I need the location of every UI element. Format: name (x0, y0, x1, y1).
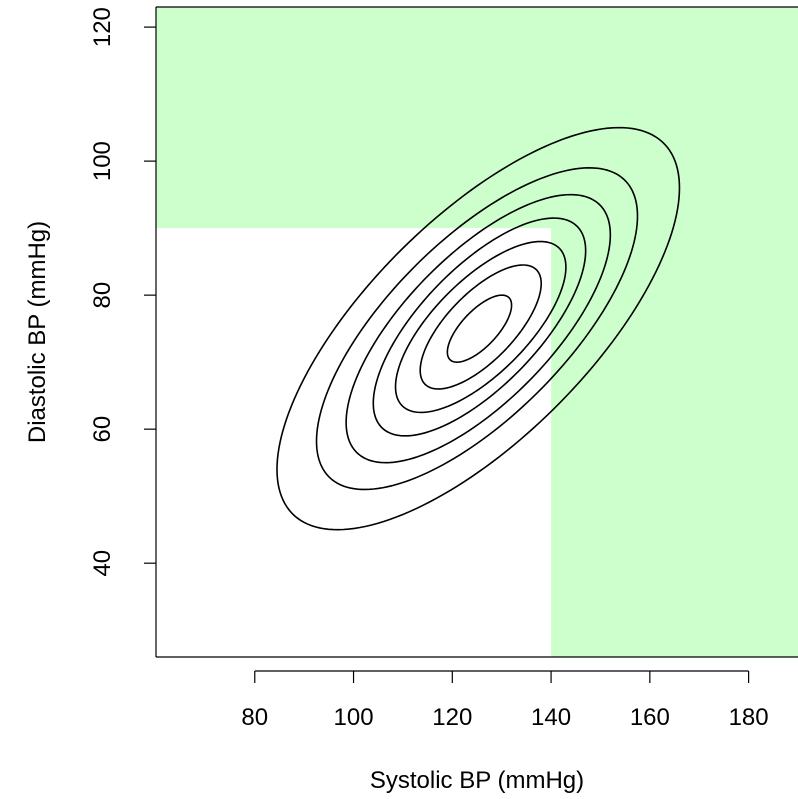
y-tick-label-40: 40 (89, 550, 116, 577)
x-tick-label-160: 160 (630, 704, 670, 731)
axes-layer: 80 100 120 140 160 180 40 60 80 100 120 (89, 6, 798, 731)
contour-line-4 (372, 217, 587, 437)
contour-line-1 (276, 126, 681, 531)
contour-line-3 (345, 193, 612, 464)
hypertension-region (156, 7, 798, 657)
x-tick-label-120: 120 (432, 704, 472, 731)
contour-line-6 (419, 264, 542, 390)
y-axis-title: Diastolic BP (mmHg) (24, 221, 51, 443)
contour-line-2 (315, 167, 639, 491)
shaded-region-layer (156, 7, 798, 657)
x-tick-label-180: 180 (729, 704, 769, 731)
contour-line-7 (446, 294, 513, 363)
x-tick-label-80: 80 (241, 704, 268, 731)
y-tick-label-80: 80 (89, 282, 116, 309)
x-tick-label-140: 140 (531, 704, 571, 731)
y-tick-label-120: 120 (89, 7, 116, 47)
contour-layer (276, 126, 681, 531)
y-tick-label-100: 100 (89, 141, 116, 181)
y-tick-label-60: 60 (89, 416, 116, 443)
x-axis-title: Systolic BP (mmHg) (370, 767, 584, 794)
x-tick-label-100: 100 (334, 704, 374, 731)
contour-line-5 (394, 240, 567, 414)
